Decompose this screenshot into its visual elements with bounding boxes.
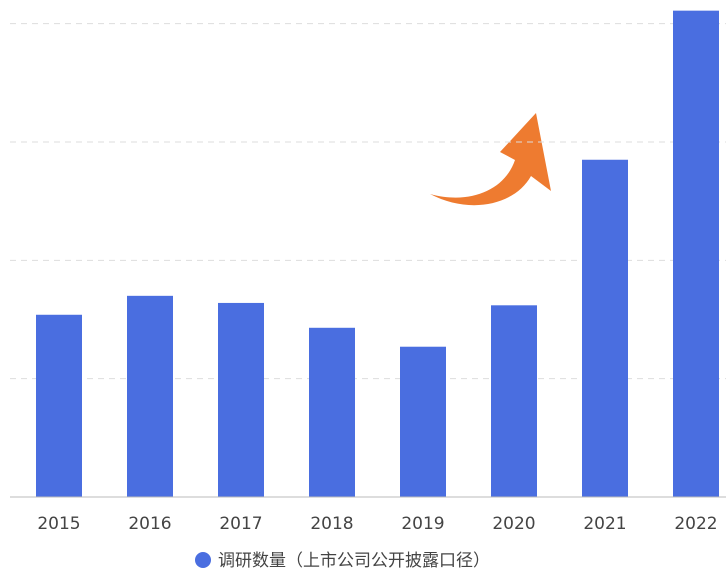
legend-marker — [195, 552, 211, 568]
x-tick-label: 2015 — [37, 514, 80, 534]
bar — [218, 302, 264, 497]
legend-label: 调研数量（上市公司公开披露口径） — [218, 551, 490, 571]
bar — [582, 159, 628, 497]
x-tick-label: 2018 — [310, 514, 353, 534]
bar — [36, 314, 82, 497]
trend-arrow — [430, 113, 551, 206]
bar — [309, 327, 355, 497]
x-tick-label: 2019 — [401, 514, 444, 534]
x-tick-label: 2016 — [128, 514, 171, 534]
x-tick-label: 2022 — [674, 514, 717, 534]
bar — [127, 295, 173, 497]
x-tick-label: 2020 — [492, 514, 535, 534]
x-tick-label: 2017 — [219, 514, 262, 534]
bar — [400, 346, 446, 497]
x-tick-label: 2021 — [583, 514, 626, 534]
bar — [491, 305, 537, 497]
bar — [673, 10, 719, 498]
